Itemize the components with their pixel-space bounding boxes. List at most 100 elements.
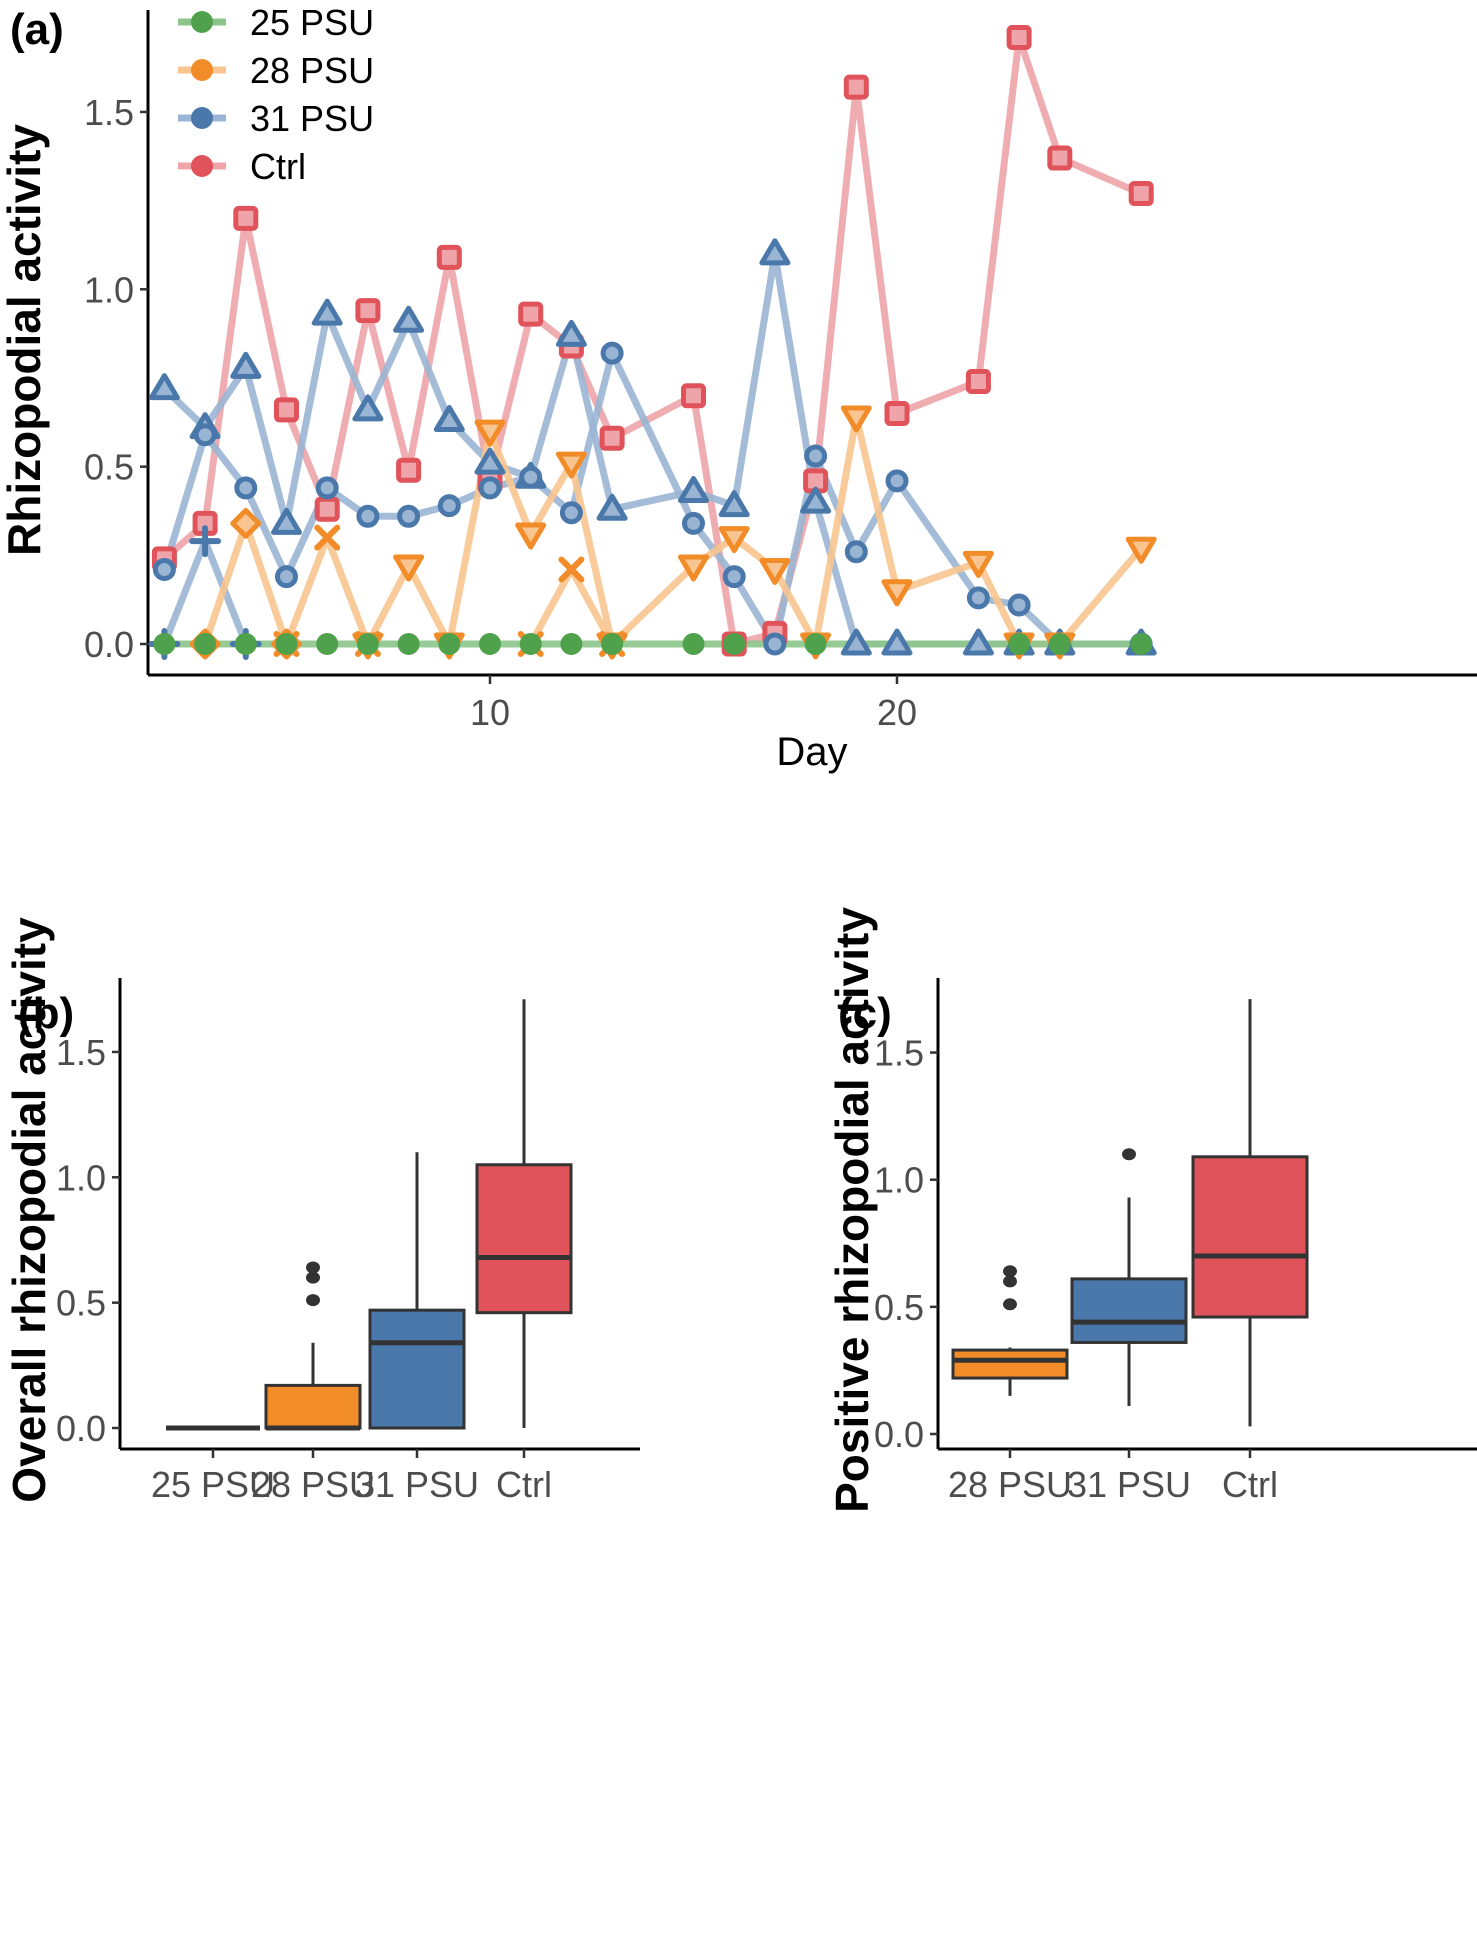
outlier-point xyxy=(1003,1275,1017,1288)
box-25-psu: 25 PSU xyxy=(151,1425,275,1505)
y-tick-label: 1.5 xyxy=(84,92,134,133)
box-ctrl: Ctrl xyxy=(475,999,573,1505)
y-tick-label: 0.5 xyxy=(56,1283,106,1324)
data-point xyxy=(438,633,461,655)
data-point xyxy=(596,493,628,521)
series-line-31-psu xyxy=(161,349,1142,648)
data-point xyxy=(1048,633,1071,655)
data-point xyxy=(274,397,299,423)
box-iqr xyxy=(264,1383,362,1430)
series-line-ctrl xyxy=(162,33,1143,648)
data-point xyxy=(148,373,180,401)
data-point xyxy=(515,522,547,550)
y-tick-label: 1.5 xyxy=(56,1032,106,1073)
y-axis-title: Overall rhizopodial activity xyxy=(3,917,55,1503)
x-tick-label: 31 PSU xyxy=(1067,1464,1191,1505)
data-point xyxy=(316,633,339,655)
y-tick-label: 0.5 xyxy=(874,1287,924,1328)
data-point xyxy=(681,383,706,409)
legend-item: 31 PSU xyxy=(178,98,374,139)
data-point xyxy=(230,507,262,539)
data-point xyxy=(153,633,176,655)
data-point xyxy=(433,405,465,433)
data-point xyxy=(397,633,420,655)
data-point xyxy=(723,633,746,655)
panel-label: (b) xyxy=(18,989,74,1038)
data-point xyxy=(555,451,587,479)
data-point xyxy=(844,540,868,564)
x-tick-label: 28 PSU xyxy=(948,1464,1072,1505)
box-31-psu: 31 PSU xyxy=(1067,1148,1191,1505)
box-31-psu: 31 PSU xyxy=(355,1152,479,1505)
data-point xyxy=(599,425,625,451)
legend: 25 PSU 28 PSU 31 PSU Ctrl xyxy=(178,2,374,187)
outlier-point xyxy=(1003,1265,1017,1278)
outlier-point xyxy=(306,1261,320,1274)
x-tick-label: 20 xyxy=(877,692,917,733)
outlier-point xyxy=(1122,1148,1136,1161)
data-point xyxy=(962,550,994,578)
data-point xyxy=(718,526,750,554)
data-point xyxy=(275,565,298,589)
data-point xyxy=(682,511,705,535)
data-point xyxy=(311,298,343,326)
legend-label: 28 PSU xyxy=(250,50,374,91)
data-point xyxy=(1125,536,1157,564)
y-tick-label: 0.0 xyxy=(56,1408,106,1449)
box-iqr xyxy=(368,1308,466,1430)
data-point xyxy=(759,238,791,266)
data-point xyxy=(397,504,421,528)
data-point xyxy=(234,633,257,655)
legend-label: 31 PSU xyxy=(250,98,374,139)
data-point xyxy=(682,633,705,655)
data-point xyxy=(234,476,258,500)
data-point xyxy=(962,628,994,656)
box-ctrl: Ctrl xyxy=(1191,999,1309,1505)
data-point xyxy=(189,525,222,558)
data-point xyxy=(965,369,991,395)
data-point xyxy=(314,496,340,522)
data-point xyxy=(479,633,501,655)
box-iqr xyxy=(951,1348,1069,1380)
panel-label: (c) xyxy=(838,989,892,1038)
legend-label: Ctrl xyxy=(250,146,306,187)
legend-key-marker xyxy=(191,59,213,81)
y-axis-title: Positive rhizopodial activity xyxy=(826,907,878,1513)
data-point xyxy=(314,524,341,551)
data-point xyxy=(559,501,583,525)
data-point xyxy=(519,633,542,655)
box-iqr xyxy=(1070,1277,1188,1344)
data-point xyxy=(804,633,827,655)
x-tick-label: 25 PSU xyxy=(151,1464,275,1505)
legend-item: Ctrl xyxy=(178,146,306,187)
data-point xyxy=(275,633,298,655)
box-28-psu: 28 PSU xyxy=(251,1261,375,1505)
data-point xyxy=(555,319,587,347)
data-point xyxy=(194,633,217,655)
data-point xyxy=(678,554,709,582)
data-point xyxy=(518,301,544,327)
data-point xyxy=(152,558,176,582)
y-tick-label: 0.0 xyxy=(84,624,134,665)
y-tick-label: 0.5 xyxy=(84,447,134,488)
y-tick-label: 1.5 xyxy=(874,1033,924,1074)
x-tick-label: 28 PSU xyxy=(251,1464,375,1505)
data-point xyxy=(230,351,262,379)
box-28-psu: 28 PSU xyxy=(948,1265,1072,1505)
y-tick-label: 1.0 xyxy=(84,269,134,310)
data-point xyxy=(722,565,746,589)
data-point xyxy=(233,205,259,231)
data-point xyxy=(1128,181,1154,207)
data-point xyxy=(356,633,379,655)
data-point xyxy=(1130,633,1153,655)
data-point xyxy=(1047,145,1073,171)
data-point xyxy=(840,628,872,656)
x-tick-label: 10 xyxy=(470,692,510,733)
panel-a: 0.0 0.5 1.0 1.5 10 20 Day Rhizopodial activity (… xyxy=(0,2,1477,774)
data-point xyxy=(881,628,913,656)
data-point xyxy=(840,405,872,433)
outlier-point xyxy=(306,1271,320,1284)
data-point xyxy=(843,74,869,100)
data-point xyxy=(759,558,791,586)
